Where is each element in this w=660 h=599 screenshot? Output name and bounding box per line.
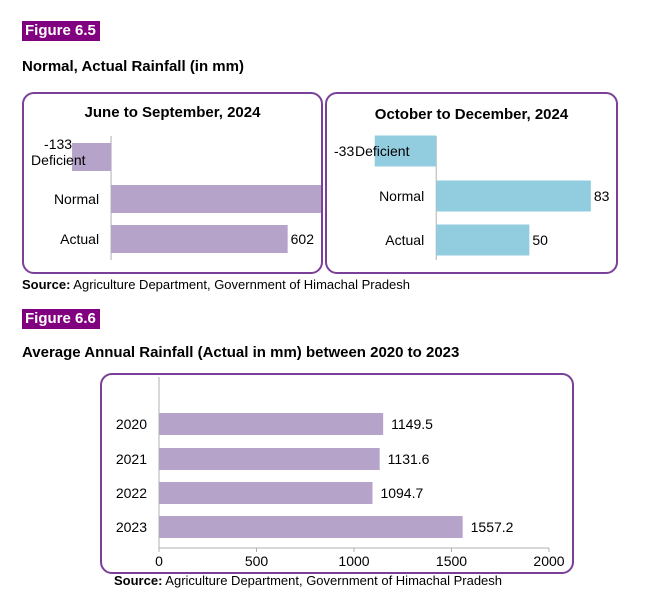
figure-6-6-title: Average Annual Rainfall (Actual in mm) b… bbox=[22, 344, 460, 361]
bar-2020 bbox=[159, 413, 384, 435]
category-label-2020: 2020 bbox=[116, 416, 147, 432]
x-tick-label: 2000 bbox=[533, 553, 564, 569]
source-text: Agriculture Department, Government of Hi… bbox=[70, 277, 411, 292]
bar-normal bbox=[436, 180, 591, 212]
bar-2023 bbox=[159, 516, 463, 538]
category-label-normal: Normal bbox=[54, 191, 99, 207]
value-label-actual: 50 bbox=[532, 232, 548, 248]
x-tick-label: 1500 bbox=[436, 553, 467, 569]
value-label-2022: 1094.7 bbox=[380, 485, 423, 501]
bar-actual bbox=[436, 224, 530, 256]
value-label-deficient: -33 bbox=[334, 143, 354, 159]
bar-deficient bbox=[374, 135, 437, 167]
category-label-deficient: Deficient bbox=[355, 143, 410, 159]
source-label: Source: bbox=[114, 573, 163, 588]
bar-actual bbox=[111, 225, 288, 253]
chart-annual-rainfall: 2020 1149.5 2021 1131.6 2022 1094.7 2023 1557.2… bbox=[116, 377, 565, 569]
bar-normal bbox=[111, 185, 321, 213]
figure-6-5-title: Normal, Actual Rainfall (in mm) bbox=[22, 58, 244, 75]
x-tick-label: 500 bbox=[245, 553, 269, 569]
source-text: Agriculture Department, Government of Hi… bbox=[162, 573, 503, 588]
value-label-actual: 602 bbox=[291, 231, 315, 247]
category-label-2021: 2021 bbox=[116, 451, 147, 467]
value-label-normal: 83 bbox=[594, 188, 610, 204]
panel-annual-rainfall: 2020 1149.5 2021 1131.6 2022 1094.7 2023 1557.2… bbox=[100, 373, 574, 574]
source-label: Source: bbox=[22, 277, 71, 292]
value-label-2023: 1557.2 bbox=[471, 519, 514, 535]
bar-2022 bbox=[159, 482, 373, 504]
figure-6-5-tag: Figure 6.5 bbox=[22, 21, 100, 41]
bar-2021 bbox=[159, 448, 380, 470]
figure-6-6-tag: Figure 6.6 bbox=[22, 309, 100, 329]
chart-october-december: Normal 83 Actual 50 -33 Deficient bbox=[334, 135, 610, 260]
category-label-actual: Actual bbox=[385, 232, 424, 248]
category-label-deficient: Deficient bbox=[31, 152, 86, 168]
figure-6-6-source: Source: Agriculture Department, Governme… bbox=[114, 573, 502, 588]
panel-october-december: October to December, 2024 Normal 83 Actual… bbox=[325, 92, 618, 274]
value-label-deficient: -133 bbox=[44, 136, 72, 152]
value-label-2021: 1131.6 bbox=[388, 451, 430, 467]
category-label-2023: 2023 bbox=[116, 519, 147, 535]
panel-october-december-title: October to December, 2024 bbox=[374, 106, 569, 123]
x-tick-label: 0 bbox=[155, 553, 163, 569]
x-tick-label: 1000 bbox=[338, 553, 369, 569]
value-label-2020: 1149.5 bbox=[391, 416, 433, 432]
category-label-2022: 2022 bbox=[116, 485, 147, 501]
category-label-actual: Actual bbox=[60, 231, 99, 247]
figure-6-5-source: Source: Agriculture Department, Governme… bbox=[22, 277, 410, 292]
bar-deficient bbox=[72, 143, 112, 171]
panel-june-september: June to September, 2024 Normal734Actual6… bbox=[22, 92, 323, 274]
panel-june-september-title: June to September, 2024 bbox=[84, 104, 261, 121]
category-label-normal: Normal bbox=[379, 188, 424, 204]
